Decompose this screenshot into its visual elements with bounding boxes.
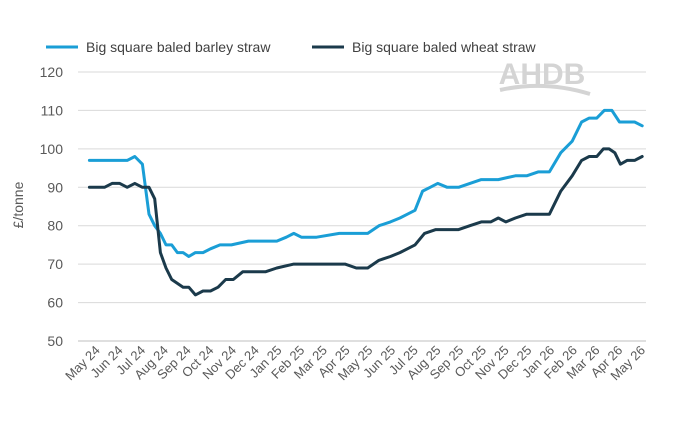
legend-label: Big square baled wheat straw: [352, 39, 537, 55]
series-line-barley-straw: [87, 108, 644, 258]
y-axis-label: £/tonne: [10, 181, 26, 228]
y-tick-label: 50: [47, 333, 63, 349]
y-tick-label: 80: [47, 218, 63, 234]
y-tick-label: 60: [47, 295, 63, 311]
series-line-wheat-straw: [87, 147, 644, 297]
y-axis-ticks: 50 60 70 80 90 100 110 120: [40, 64, 64, 349]
series-lines: [87, 108, 644, 297]
legend-label: Big square baled barley straw: [86, 39, 271, 55]
gridlines: [78, 71, 646, 304]
y-tick-label: 120: [40, 64, 64, 80]
y-tick-label: 90: [47, 179, 63, 195]
y-tick-label: 100: [40, 141, 64, 157]
legend: Big square baled barley straw Big square …: [46, 39, 537, 55]
ahdb-watermark-swoosh: [499, 83, 591, 96]
y-tick-label: 70: [47, 256, 63, 272]
y-tick-label: 110: [41, 102, 64, 118]
